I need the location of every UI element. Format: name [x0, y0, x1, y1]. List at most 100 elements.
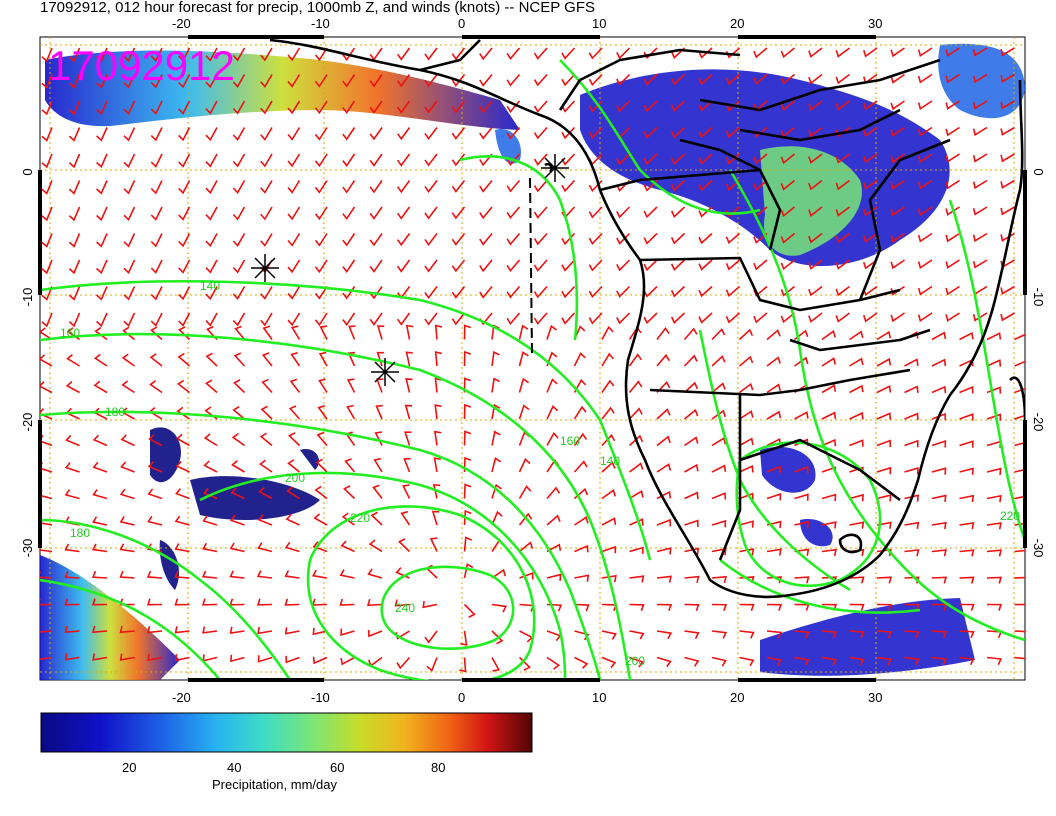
wind-barb [41, 47, 53, 63]
wind-barb [1000, 100, 1015, 110]
wind-barb [1014, 603, 1025, 611]
wind-barb [518, 351, 529, 367]
wind-barb [656, 656, 672, 668]
wind-barb [986, 494, 1002, 503]
wind-barb [40, 653, 53, 661]
lon-tick-label: 10 [592, 690, 606, 705]
wind-barb [588, 47, 603, 60]
wind-barb [601, 433, 616, 447]
wind-barb [1014, 440, 1025, 449]
wind-barb [711, 603, 728, 611]
contour-label: 180 [70, 526, 90, 540]
wind-barb [96, 74, 108, 89]
wind-barb [369, 312, 383, 326]
wind-barb [342, 47, 356, 62]
wind-barb [424, 47, 438, 61]
wind-barb [396, 127, 411, 141]
lat-labels-right: 0 -10 -20 -30 [1031, 168, 1046, 557]
wind-barb [367, 568, 383, 579]
wind-barb [150, 326, 163, 341]
wind-barb [506, 232, 521, 246]
wind-barb [698, 153, 713, 165]
wind-barb [201, 598, 218, 606]
wind-barb [629, 518, 644, 526]
wind-barb [574, 516, 589, 526]
wind-barb [92, 434, 108, 447]
wind-barb [147, 626, 163, 634]
lat-tick-label: -30 [1031, 539, 1046, 558]
wind-barb [424, 259, 438, 273]
wind-barb [459, 657, 467, 673]
wind-barb [1000, 285, 1015, 295]
wind-barb [601, 489, 617, 500]
wind-barb [150, 100, 163, 115]
wind-barb [808, 179, 823, 191]
wind-barb [233, 379, 246, 394]
lon-tick-label: -20 [172, 16, 191, 31]
wind-barb [739, 630, 755, 639]
wind-barb [711, 492, 727, 500]
wind-barb [147, 515, 163, 526]
wind-barb [451, 286, 466, 299]
wind-barb [917, 179, 933, 190]
wind-barb [1014, 467, 1025, 476]
wind-barb [229, 626, 245, 634]
wind-barb [959, 656, 975, 666]
wind-barb [561, 179, 576, 193]
wind-barb [917, 206, 933, 217]
lon-tick-label: 30 [868, 690, 882, 705]
wind-barb [123, 127, 136, 142]
wind-barb [904, 358, 919, 367]
wind-barb [629, 630, 645, 640]
wind-barb [561, 259, 576, 272]
wind-barb [340, 656, 355, 666]
wind-barb [451, 127, 466, 140]
wind-barb [147, 488, 163, 500]
wind-barb [96, 233, 108, 248]
wind-barb [313, 513, 328, 526]
wind-barb [574, 603, 590, 612]
wind-barb [945, 259, 960, 269]
lat-tick-label: -20 [1031, 413, 1046, 432]
wind-barb [766, 603, 783, 611]
wind-barb [463, 536, 472, 552]
wind-barb [711, 630, 728, 639]
wind-barb [1014, 413, 1025, 421]
wind-barb [945, 206, 960, 216]
wind-barb [205, 74, 218, 89]
wind-barb [588, 232, 603, 246]
coastlines-borders [269, 38, 1025, 599]
wind-barb [261, 352, 273, 367]
wind-barb [959, 331, 974, 341]
wind-barb [670, 73, 686, 86]
wind-barb [959, 385, 974, 394]
wind-barb [258, 486, 273, 500]
wind-barb [426, 657, 438, 672]
wind-barb [821, 330, 837, 341]
wind-barb [821, 438, 837, 447]
wind-barb [739, 492, 754, 501]
wind-barb [232, 312, 246, 327]
wind-barb [372, 484, 383, 499]
wind-barb [670, 179, 686, 192]
wind-barb [175, 460, 190, 473]
wind-barb [588, 285, 603, 299]
wind-barb [821, 357, 837, 367]
wind-barb [123, 259, 136, 275]
wind-barb [986, 549, 1002, 557]
wind-barb [876, 576, 893, 584]
wind-barb [40, 571, 53, 579]
wind-barb [766, 630, 783, 639]
wind-barb [287, 180, 301, 194]
wind-barb [506, 126, 521, 140]
wind-barb [643, 232, 658, 245]
wind-barb [369, 206, 383, 220]
colorbar-tick-label: 80 [431, 760, 445, 775]
madagascar [1009, 376, 1025, 421]
wind-barb [601, 545, 617, 554]
wind-barb [890, 153, 905, 164]
wind-barb [463, 563, 474, 579]
wind-barb [821, 630, 838, 639]
wind-barb [1014, 332, 1025, 341]
wind-barb [40, 381, 53, 394]
